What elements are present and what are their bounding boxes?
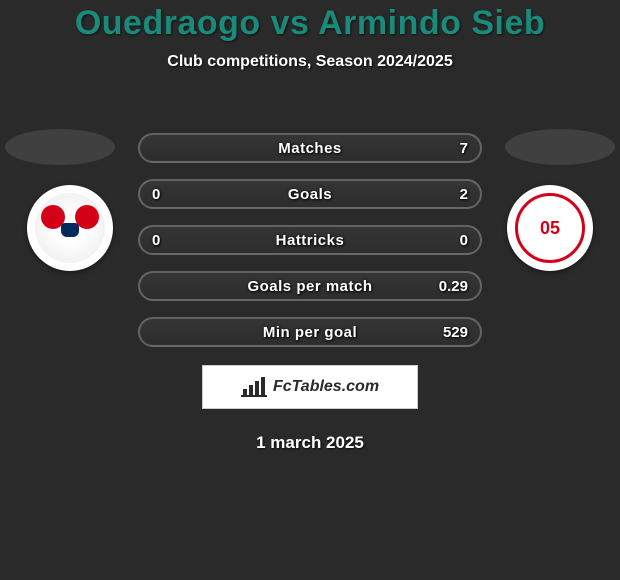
stat-label: Goals per match (202, 278, 418, 295)
club-logo-right: 05 (507, 185, 593, 271)
stat-row: Min per goal 529 (138, 317, 482, 347)
stat-row: 0 Hattricks 0 (138, 225, 482, 255)
page-title: Ouedraogo vs Armindo Sieb (0, 4, 620, 43)
stat-row: 0 Goals 2 (138, 179, 482, 209)
comparison-card: Ouedraogo vs Armindo Sieb Club competiti… (0, 0, 620, 453)
stat-row: Matches 7 (138, 133, 482, 163)
stat-right-value: 0.29 (418, 278, 468, 295)
mainz-badge: 05 (515, 193, 585, 263)
stat-right-value: 7 (418, 140, 468, 157)
mainz-badge-text: 05 (540, 219, 560, 237)
stat-right-value: 2 (418, 186, 468, 203)
left-shadow-ellipse (5, 129, 115, 165)
match-date: 1 march 2025 (0, 433, 620, 453)
stats-table: Matches 7 0 Goals 2 0 Hattricks 0 Goals … (138, 133, 482, 347)
bar-chart-icon (241, 377, 267, 397)
club-logo-left (27, 185, 113, 271)
season-subtitle: Club competitions, Season 2024/2025 (0, 53, 620, 71)
stat-label: Min per goal (202, 324, 418, 341)
stat-right-value: 0 (418, 232, 468, 249)
stat-left-value: 0 (152, 232, 202, 249)
brand-link[interactable]: FcTables.com (202, 365, 418, 409)
stat-label: Goals (202, 186, 418, 203)
stat-label: Hattricks (202, 232, 418, 249)
stat-label: Matches (202, 140, 418, 157)
main-area: 05 Matches 7 0 Goals 2 0 Hattricks 0 Goa… (0, 111, 620, 351)
stat-right-value: 529 (418, 324, 468, 341)
stat-left-value: 0 (152, 186, 202, 203)
brand-text: FcTables.com (273, 378, 379, 396)
stat-row: Goals per match 0.29 (138, 271, 482, 301)
right-shadow-ellipse (505, 129, 615, 165)
rb-leipzig-badge (35, 193, 105, 263)
